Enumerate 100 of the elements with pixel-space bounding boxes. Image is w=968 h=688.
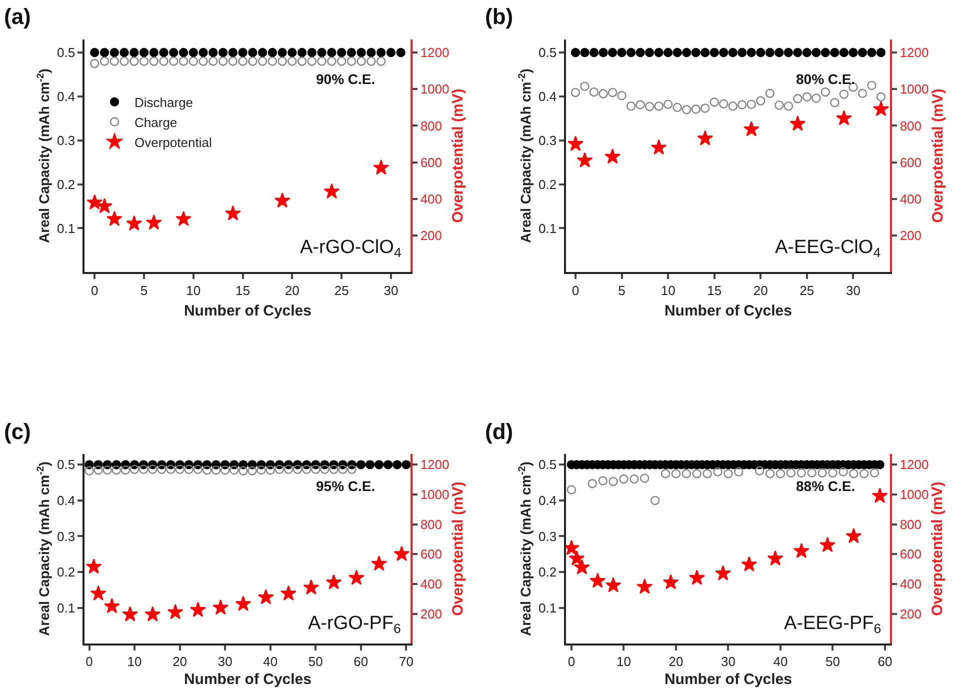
point xyxy=(700,104,710,113)
point xyxy=(724,469,733,478)
x-tick-label: 10 xyxy=(186,282,201,298)
x-tick-label: 25 xyxy=(800,282,814,298)
point xyxy=(858,48,868,58)
point xyxy=(149,48,158,58)
point xyxy=(376,56,386,66)
point xyxy=(660,469,670,478)
y2-tick-label: 600 xyxy=(900,546,922,562)
point xyxy=(672,102,682,112)
point xyxy=(700,48,710,58)
point xyxy=(258,48,268,58)
point xyxy=(590,572,606,588)
point xyxy=(589,48,599,58)
y-tick-label: 0.5 xyxy=(57,45,76,60)
point xyxy=(820,48,830,58)
point xyxy=(303,579,320,594)
point xyxy=(100,56,110,66)
point xyxy=(608,88,618,98)
y2-tick-label: 600 xyxy=(420,154,442,170)
point xyxy=(146,214,162,230)
point xyxy=(218,56,228,66)
point xyxy=(317,48,326,58)
point xyxy=(672,48,682,58)
point xyxy=(238,48,248,58)
point xyxy=(663,48,673,58)
point xyxy=(366,48,376,58)
point xyxy=(589,87,599,97)
chart-title: (a) xyxy=(4,4,31,29)
point xyxy=(386,48,396,58)
point xyxy=(235,596,252,611)
chart-title: (b) xyxy=(485,4,514,29)
point xyxy=(394,546,410,561)
point xyxy=(169,48,178,58)
point xyxy=(608,476,618,486)
point xyxy=(836,110,852,126)
point xyxy=(644,102,654,112)
y-tick-label: 0.2 xyxy=(538,176,557,192)
x-tick-label: 60 xyxy=(878,654,892,670)
point xyxy=(838,467,848,476)
point xyxy=(715,565,731,580)
point xyxy=(617,90,626,100)
y-tick-label: 0.5 xyxy=(538,457,557,472)
x-axis-title: Number of Cycles xyxy=(664,302,792,320)
x-tick-label: 50 xyxy=(826,654,840,670)
point xyxy=(570,48,580,58)
x-tick-label: 50 xyxy=(308,654,323,670)
point xyxy=(728,48,738,58)
y2-tick-label: 400 xyxy=(900,576,922,592)
y2-tick-label: 600 xyxy=(420,546,442,562)
point xyxy=(754,466,764,476)
y-tick-label: 0.3 xyxy=(538,528,557,544)
point xyxy=(786,468,796,478)
annotation: A-EEG-ClO$_{4}$ xyxy=(775,237,881,260)
point xyxy=(765,469,775,478)
point xyxy=(765,88,774,98)
y-tick-label: 0.3 xyxy=(538,132,557,148)
point xyxy=(765,48,774,58)
point xyxy=(876,92,886,102)
point xyxy=(130,56,139,66)
y-tick-label: 0.1 xyxy=(538,220,557,236)
point xyxy=(188,48,198,58)
y2-tick-label: 200 xyxy=(900,606,922,622)
point xyxy=(258,589,274,604)
point xyxy=(682,48,692,58)
point xyxy=(218,48,228,58)
y2-tick-label: 1200 xyxy=(900,457,929,472)
x-axis-title: Number of Cycles xyxy=(664,671,792,688)
point xyxy=(784,48,794,58)
chart-title: (d) xyxy=(485,419,514,444)
point xyxy=(774,100,784,110)
point xyxy=(258,56,268,66)
point xyxy=(640,474,650,483)
y2-tick-label: 800 xyxy=(900,516,922,532)
point xyxy=(159,48,168,58)
point xyxy=(812,48,821,58)
point xyxy=(178,48,188,58)
point xyxy=(626,101,636,111)
point xyxy=(248,48,258,58)
point xyxy=(848,48,858,58)
point xyxy=(297,48,307,58)
y2-tick-label: 200 xyxy=(420,228,442,244)
point xyxy=(120,56,129,66)
point xyxy=(288,48,297,58)
point xyxy=(738,48,747,58)
point xyxy=(719,48,728,58)
point xyxy=(719,99,728,108)
point xyxy=(366,56,376,66)
point xyxy=(346,56,356,66)
point xyxy=(188,56,198,66)
x-tick-label: 20 xyxy=(284,282,300,298)
point xyxy=(796,468,806,478)
point xyxy=(872,488,888,503)
point xyxy=(307,56,317,66)
point xyxy=(654,101,664,111)
point xyxy=(396,48,406,58)
point xyxy=(208,48,218,58)
point xyxy=(104,598,120,614)
point xyxy=(574,559,590,574)
x-tick-label: 20 xyxy=(753,282,768,298)
